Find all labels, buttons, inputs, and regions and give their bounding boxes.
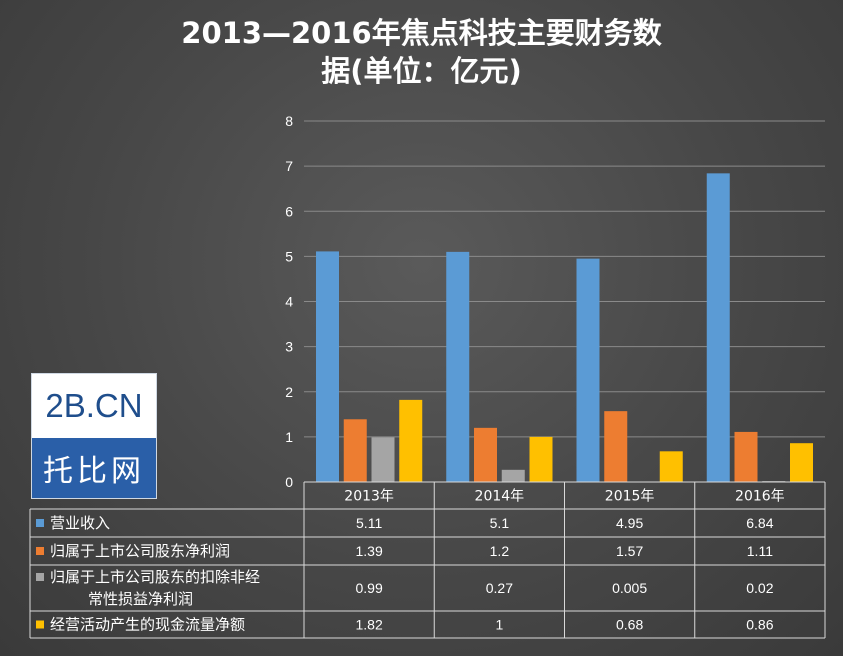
table-cell-value: 0.86 (746, 617, 773, 633)
chart-title-line-1: 2013—2016年焦点科技主要财务数 (181, 16, 662, 50)
y-tick-label: 7 (285, 158, 293, 174)
y-tick-label: 1 (285, 429, 293, 445)
bar (529, 436, 553, 482)
bar (446, 251, 470, 482)
table-cell-value: 1 (495, 617, 503, 633)
table-cell-value: 1.39 (356, 543, 383, 559)
table-cell-value: 6.84 (746, 515, 773, 531)
bar (371, 437, 395, 482)
table-cell-value: 1.82 (356, 617, 383, 633)
bar (343, 419, 367, 482)
bar (604, 411, 628, 482)
x-category-label: 2015年 (605, 489, 655, 505)
bar (706, 173, 730, 482)
x-category-label: 2014年 (475, 489, 525, 505)
y-tick-label: 0 (285, 474, 293, 490)
chart-title-line-2: 据(单位：亿元) (321, 54, 522, 88)
bar (474, 427, 497, 482)
table-cell-value: 0.99 (356, 580, 383, 596)
chart-title: 2013—2016年焦点科技主要财务数 据(单位：亿元) (0, 14, 843, 90)
table-cell-value: 1.11 (747, 543, 773, 559)
logo-text-bottom: 托比网 (32, 438, 156, 498)
logo-text-top: 2B.CN (32, 374, 156, 438)
table-cell-value: 5.11 (356, 515, 382, 531)
y-tick-label: 8 (285, 113, 293, 129)
bar (576, 258, 600, 482)
legend-key (36, 620, 44, 629)
table-cell-value: 1.2 (490, 543, 510, 559)
table-cell-value: 4.95 (616, 515, 643, 531)
legend-key (36, 573, 44, 581)
x-category-label: 2016年 (735, 489, 785, 505)
watermark-logo: 2B.CN 托比网 (31, 373, 157, 499)
bar (399, 399, 423, 482)
bar (790, 443, 813, 482)
bar (659, 451, 683, 482)
y-tick-label: 3 (285, 339, 293, 355)
bar (734, 431, 758, 482)
bar (316, 251, 339, 482)
legend-key (36, 519, 44, 527)
table-cell-value: 0.68 (616, 617, 643, 633)
y-tick-label: 4 (285, 294, 293, 310)
y-tick-label: 2 (285, 384, 293, 400)
bar (501, 469, 525, 482)
x-category-label: 2013年 (344, 489, 394, 505)
legend-label: 常性损益净利润 (88, 590, 193, 608)
y-tick-label: 5 (285, 248, 293, 264)
legend-key (36, 547, 44, 555)
legend-label: 归属于上市公司股东的扣除非经 (50, 568, 260, 586)
table-cell-value: 0.27 (486, 580, 513, 596)
legend-label: 归属于上市公司股东净利润 (50, 542, 230, 560)
legend-label: 经营活动产生的现金流量净额 (50, 616, 245, 634)
y-tick-label: 6 (285, 203, 293, 219)
table-cell-value: 0.02 (746, 580, 773, 596)
table-cell-value: 5.1 (490, 515, 510, 531)
table-cell-value: 0.005 (612, 580, 647, 596)
table-cell-value: 1.57 (616, 543, 643, 559)
legend-label: 营业收入 (50, 514, 110, 532)
